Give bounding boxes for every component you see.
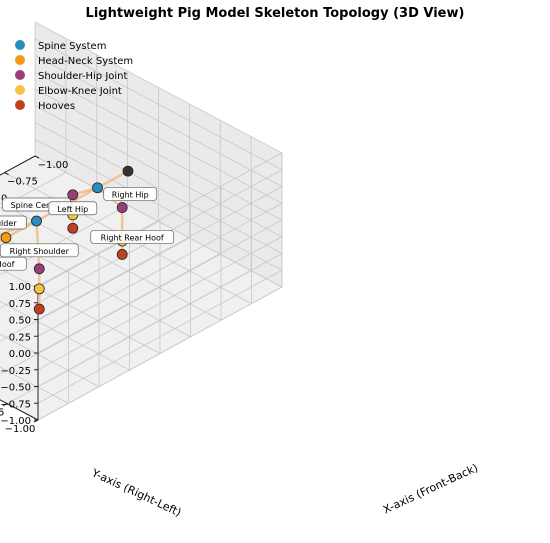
z-tick-label: 0.75 xyxy=(9,299,31,310)
bone-spine_center-left_shoulder xyxy=(0,219,38,236)
joint-right_hip xyxy=(116,202,128,213)
legend-marker xyxy=(15,100,25,110)
y-tick-mark xyxy=(2,403,8,407)
joint-spine_rear xyxy=(92,182,103,194)
x-tick-mark xyxy=(34,155,40,159)
label-text: Left Front Hoof xyxy=(0,260,15,269)
z-tick-label: −0.50 xyxy=(0,383,31,394)
grid-line xyxy=(0,366,69,404)
joint-labels: Spine CenterHeadRight ShoulderLeft Shoul… xyxy=(0,187,175,271)
joint-left_hip xyxy=(67,189,79,201)
label-box xyxy=(48,201,98,216)
grid-line xyxy=(37,202,283,337)
legend-marker xyxy=(15,70,25,80)
label-right_shoulder: Right Shoulder xyxy=(0,243,79,258)
joint-right_rear_hoof xyxy=(116,249,128,260)
legend-label: Head-Neck System xyxy=(38,56,133,67)
label-right_rear_hoof: Right Rear Hoof xyxy=(90,230,175,244)
grid-line xyxy=(0,333,100,388)
grid-line xyxy=(34,55,283,187)
grid-line xyxy=(34,71,283,204)
x-tick-mark xyxy=(4,172,9,176)
grid-line xyxy=(34,38,283,171)
label-text: Left Shoulder xyxy=(0,219,17,228)
label-box xyxy=(0,243,79,258)
label-text: Right Rear Hoof xyxy=(101,233,164,242)
z-tick-label: 1.00 xyxy=(9,282,31,293)
grid-line xyxy=(0,172,67,209)
grid-line xyxy=(34,21,283,154)
legend-marker xyxy=(15,40,25,50)
x-tick-label: −0.75 xyxy=(7,177,38,188)
legend-label: Shoulder-Hip Joint xyxy=(38,71,128,82)
z-tick-label: 0.00 xyxy=(9,349,31,360)
joint-spine_center xyxy=(31,215,42,227)
z-tick-label: 0.25 xyxy=(9,332,31,343)
label-text: Right Hip xyxy=(112,191,149,200)
x-tick-label: −1.00 xyxy=(38,160,69,171)
grid-line xyxy=(34,88,283,221)
y-tick-label: −0.75 xyxy=(0,408,4,419)
grid-line xyxy=(37,186,283,320)
grid-line xyxy=(0,204,128,276)
joint-right_front_hoof xyxy=(33,303,45,315)
label-box xyxy=(103,187,158,201)
z-tick-label: −0.25 xyxy=(0,366,31,377)
label-right_hip: Right Hip xyxy=(103,187,158,201)
joint-neck_1 xyxy=(0,232,12,244)
grid-line xyxy=(0,300,130,371)
chart-title: Lightweight Pig Model Skeleton Topology … xyxy=(86,6,465,21)
label-box xyxy=(90,230,175,244)
label-box xyxy=(0,256,27,271)
legend-label: Hooves xyxy=(38,101,75,112)
label-left_front_hoof: Left Front Hoof xyxy=(0,256,27,271)
label-box xyxy=(0,215,27,230)
z-tick-label: 0.50 xyxy=(9,316,31,327)
legend-marker xyxy=(15,85,25,95)
legend: Spine System Head-Neck System Shoulder-Hip… xyxy=(15,40,133,112)
label-text: Right Shoulder xyxy=(10,247,70,256)
legend-label: Spine System xyxy=(38,41,106,52)
z-tick-label: −0.75 xyxy=(0,399,31,410)
y-tick-label: −1.00 xyxy=(5,424,36,435)
label-text: Left Hip xyxy=(57,205,88,214)
pane-xy xyxy=(0,156,282,420)
label-left_shoulder: Left Shoulder xyxy=(0,215,27,230)
z-tick-label: −1.00 xyxy=(0,416,31,427)
grid-line xyxy=(37,219,283,354)
grid-line xyxy=(37,152,283,287)
joint-right_elbow xyxy=(33,283,45,295)
legend-label: Elbow-Knee Joint xyxy=(38,86,122,97)
label-text: Spine Center xyxy=(11,201,64,210)
bone-spine_rear-tail xyxy=(96,169,130,189)
legend-marker xyxy=(15,55,25,65)
y-axis-label: Y-axis (Right-Left) xyxy=(89,466,183,519)
joint-right_shoulder xyxy=(33,263,45,275)
joint-tail xyxy=(122,165,134,177)
tick-labels: −1.00−1.00−1.00−0.75−0.75−0.75−0.50−0.50… xyxy=(0,160,68,435)
x-axis-label: X-axis (Front-Back) xyxy=(381,461,480,516)
joint-left_rear_hoof xyxy=(67,222,79,234)
label-left_hip: Left Hip xyxy=(48,201,98,216)
